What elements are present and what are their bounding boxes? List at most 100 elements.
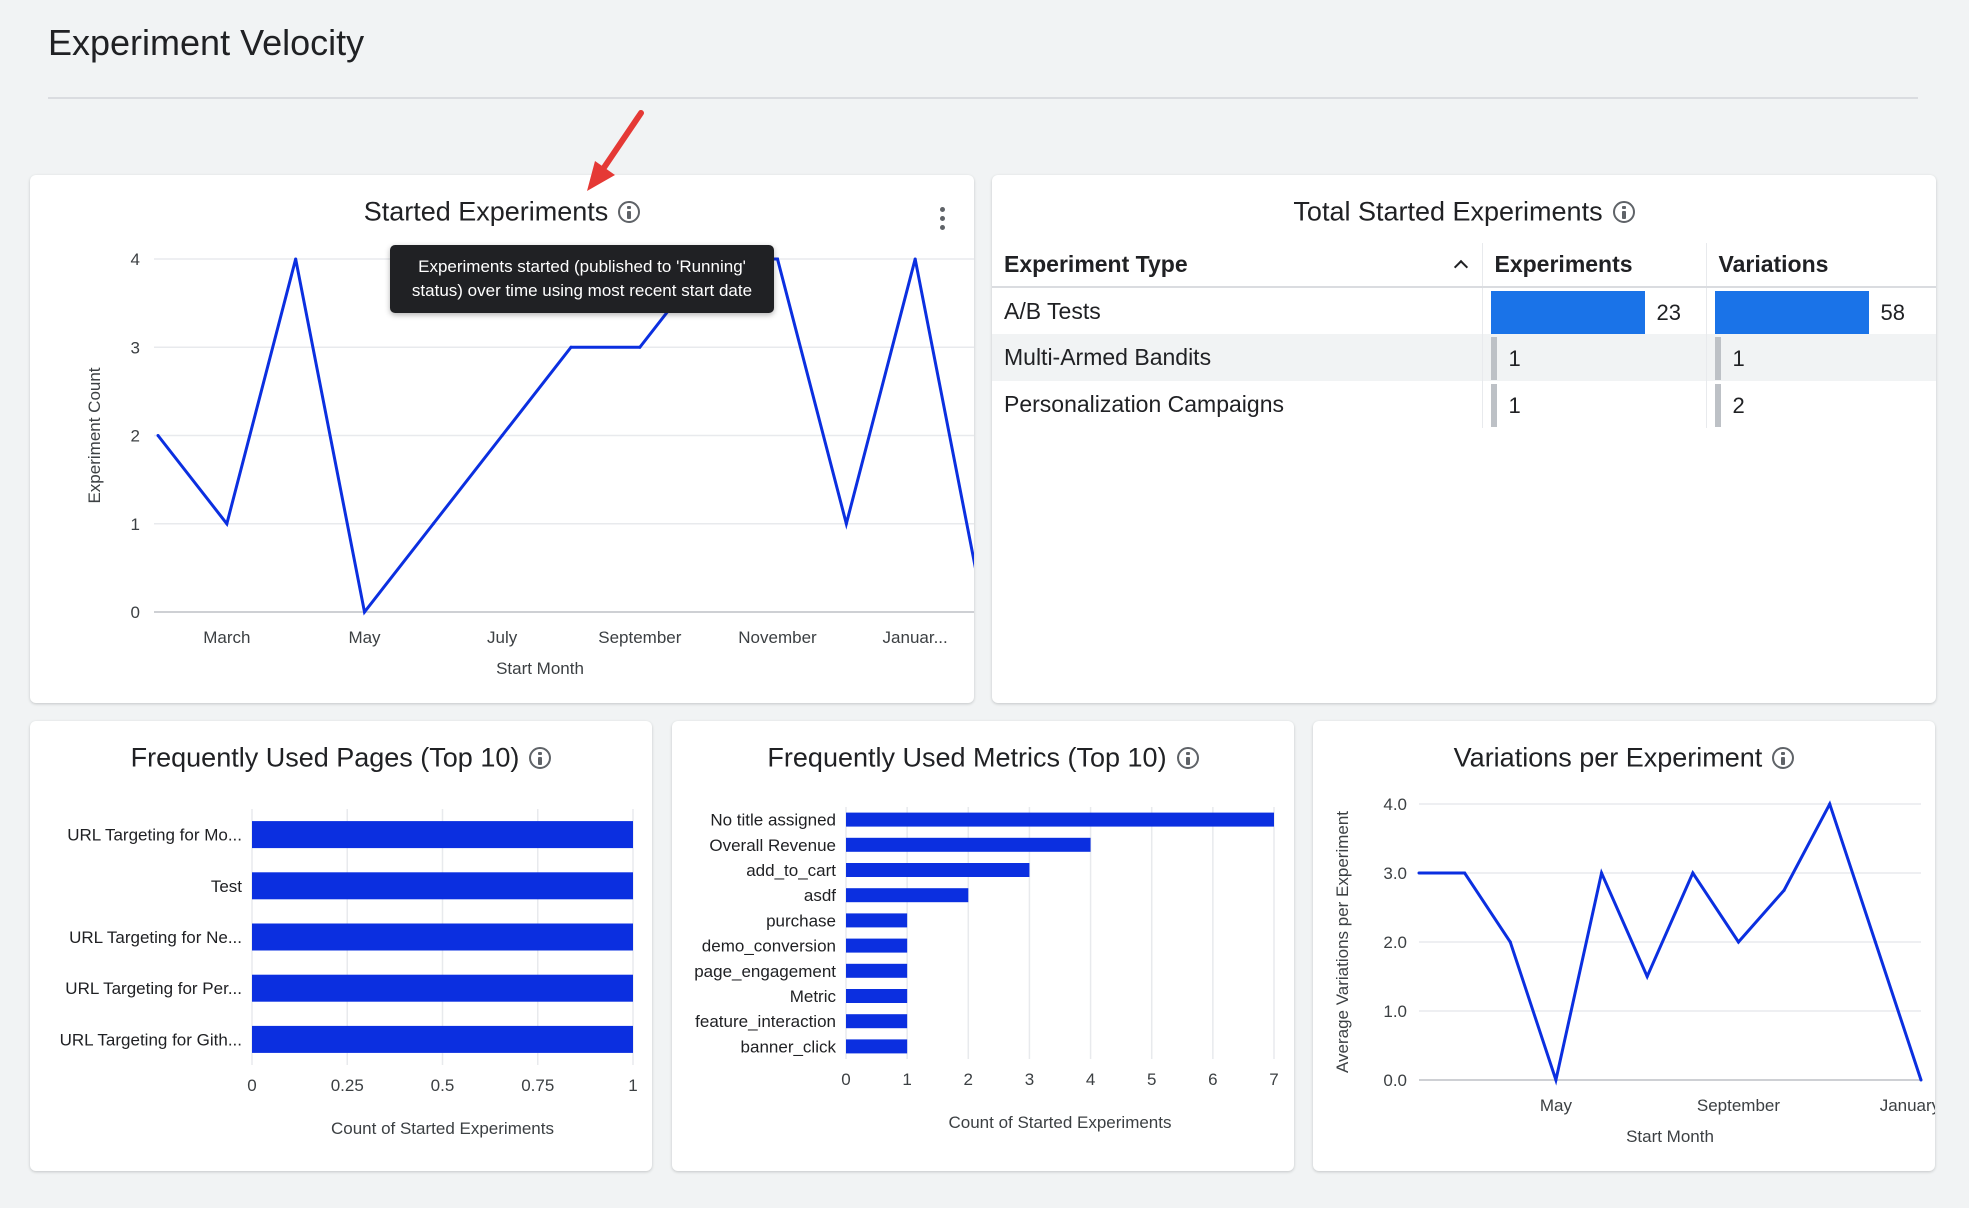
category-label: Test	[211, 877, 242, 896]
started-experiments-title: Started Experiments	[30, 195, 974, 227]
bar	[252, 821, 633, 849]
x-tick-label: March	[203, 628, 250, 647]
x-tick-label: 0.75	[521, 1076, 554, 1095]
experiments-cell: 1	[1481, 381, 1706, 428]
data-point	[1463, 871, 1467, 875]
bar	[846, 837, 1091, 852]
sort-ascending-icon[interactable]	[1453, 259, 1468, 275]
x-tick-label: January '...	[1880, 1096, 1935, 1115]
y-axis-label: Average Variations per Experiment	[1333, 811, 1352, 1073]
x-tick-label: Januar...	[883, 628, 948, 647]
variations-bar	[1714, 337, 1721, 380]
frequent-pages-card: Frequently Used Pages (Top 10) 0 0.25 0.5 0…	[30, 721, 652, 1171]
column-header-experiments[interactable]: Experiments	[1481, 243, 1706, 288]
bar	[846, 888, 969, 903]
bar	[252, 923, 633, 951]
info-icon[interactable]	[1772, 746, 1795, 769]
table-row[interactable]: Personalization Campaigns 1 2	[992, 381, 1936, 428]
y-tick-label: 3.0	[1383, 864, 1407, 883]
x-axis-label: Start Month	[496, 659, 584, 678]
x-axis-label: Count of Started Experiments	[948, 1113, 1171, 1132]
data-point	[913, 257, 917, 261]
frequent-pages-title: Frequently Used Pages (Top 10)	[30, 741, 652, 773]
info-icon[interactable]	[529, 746, 552, 769]
data-point	[1508, 940, 1512, 944]
category-label: URL Targeting for Per...	[65, 979, 242, 998]
y-tick-label: 0	[131, 603, 140, 622]
frequent-pages-chart: 0 0.25 0.5 0.75 1 URL Targeting for Mo... Test…	[60, 809, 638, 1138]
y-tick-label: 1	[131, 515, 140, 534]
bar	[846, 989, 908, 1003]
annotation-arrow-icon	[587, 110, 644, 191]
x-tick-label: 0	[247, 1076, 256, 1095]
table-row[interactable]: Multi-Armed Bandits 1 1	[992, 334, 1936, 381]
info-icon[interactable]	[618, 200, 641, 223]
started-experiments-chart: 0 1 2 3 4 March May July September November Januar…	[85, 250, 974, 678]
experiments-cell: 1	[1481, 334, 1706, 381]
data-point	[363, 610, 366, 614]
column-header-variations[interactable]: Variations	[1705, 243, 1936, 288]
data-point	[1828, 802, 1832, 806]
experiment-type-cell: A/B Tests	[1004, 297, 1101, 324]
variations-chart: 0.0 1.0 2.0 3.0 4.0 May September January '... S…	[1333, 795, 1935, 1146]
category-label: Overall Revenue	[709, 836, 836, 855]
x-tick-label: September	[598, 628, 681, 647]
page-title: Experiment Velocity	[48, 22, 365, 63]
y-tick-label: 1.0	[1383, 1002, 1407, 1021]
column-header-type[interactable]: Experiment Type	[992, 243, 1482, 288]
x-tick-label: May	[1540, 1096, 1573, 1115]
category-label: page_engagement	[694, 962, 836, 981]
frequent-metrics-chart: 0 1 2 3 4 5 6 7 No title assigned Overall Revenue…	[694, 807, 1279, 1132]
frequent-metrics-card: Frequently Used Metrics (Top 10) 0 1 2 3 4 5 6…	[672, 721, 1294, 1171]
experiments-bar	[1490, 384, 1497, 427]
data-point	[1691, 871, 1695, 875]
x-tick-label: 2	[964, 1070, 973, 1089]
kebab-menu-icon[interactable]	[940, 207, 946, 231]
data-point	[1873, 940, 1877, 944]
data-point	[156, 434, 160, 437]
data-point	[569, 345, 573, 349]
experiment-type-cell: Personalization Campaigns	[1004, 391, 1284, 417]
data-point	[500, 434, 504, 437]
bar	[846, 1039, 908, 1054]
y-tick-label: 0.0	[1383, 1071, 1407, 1090]
category-label: URL Targeting for Gith...	[60, 1030, 242, 1049]
total-started-title: Total Started Experiments	[992, 195, 1936, 227]
bar	[252, 872, 633, 900]
data-point	[225, 522, 229, 526]
x-tick-label: September	[1697, 1096, 1780, 1115]
x-tick-label: 0.25	[331, 1076, 364, 1095]
x-tick-label: 5	[1147, 1070, 1156, 1089]
variations-value: 58	[1880, 300, 1905, 325]
y-tick-label: 3	[131, 338, 140, 357]
x-tick-label: May	[348, 628, 381, 647]
variations-title: Variations per Experiment	[1313, 741, 1935, 773]
category-label: add_to_cart	[746, 861, 836, 880]
category-label: banner_click	[741, 1037, 837, 1056]
variations-value: 1	[1732, 346, 1745, 371]
info-icon[interactable]	[1612, 200, 1635, 223]
x-tick-label: 0.5	[431, 1076, 455, 1095]
info-icon[interactable]	[1176, 746, 1199, 769]
data-point	[431, 522, 435, 526]
bar	[252, 974, 633, 1002]
category-label: demo_conversion	[702, 937, 836, 956]
bar	[846, 863, 1030, 877]
data-point	[844, 522, 848, 526]
bar	[846, 913, 908, 928]
experiments-bar	[1490, 337, 1497, 380]
x-tick-label: November	[738, 628, 817, 647]
data-point	[1554, 1078, 1558, 1082]
y-tick-label: 2.0	[1383, 933, 1407, 952]
bar	[846, 812, 1274, 827]
y-tick-label: 2	[131, 427, 140, 446]
category-label: asdf	[804, 886, 836, 905]
category-label: purchase	[766, 911, 836, 930]
variations-bar	[1714, 384, 1721, 427]
table-row[interactable]: A/B Tests 23 58	[992, 287, 1936, 334]
x-tick-label: July	[487, 628, 518, 647]
experiments-value: 23	[1656, 300, 1681, 325]
experiments-value: 1	[1508, 346, 1521, 371]
data-point	[1919, 1078, 1923, 1082]
variations-value: 2	[1732, 393, 1745, 418]
